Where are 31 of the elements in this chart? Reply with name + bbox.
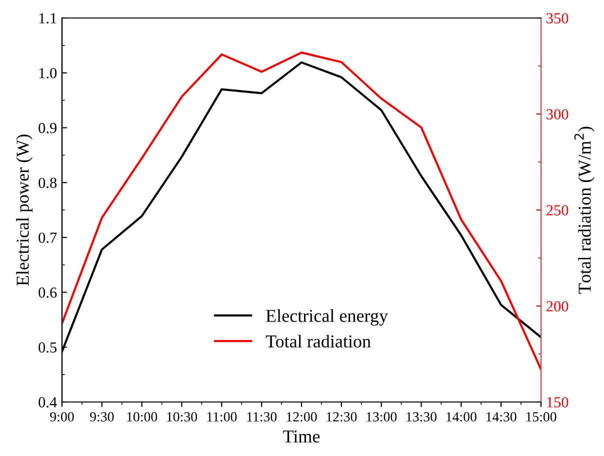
y2-tick-label: 250: [546, 205, 568, 216]
y-tick-label: 0.4: [38, 397, 57, 408]
y2-tick-label: 350: [546, 13, 568, 24]
x-tick-label: 9:30: [90, 412, 114, 422]
x-tick-label: 11:30: [247, 412, 277, 422]
y-tick-label: 0.6: [38, 287, 57, 298]
x-tick-label: 10:30: [167, 412, 198, 422]
x-tick-label: 15:00: [526, 412, 556, 422]
y-tick-label: 0.7: [38, 232, 57, 243]
x-tick-label: 13:00: [366, 412, 397, 422]
x-tick-label: 9:00: [50, 412, 74, 422]
y-tick-label: 1.0: [39, 68, 57, 78]
y2-tick-label: 300: [546, 109, 568, 120]
y2-tick-label: 200: [546, 301, 568, 312]
y-tick-label: 0.9: [38, 122, 57, 134]
x-tick-label: 14:30: [486, 412, 516, 422]
x-tick-label: 14:00: [446, 412, 476, 422]
y2-axis-title: Total radiation (W/m$^{2}$): [574, 126, 594, 294]
y-tick-label: 0.5: [38, 342, 57, 353]
x-tick-label: 12:00: [286, 412, 317, 422]
x-tick-label: 12:30: [326, 412, 357, 422]
x-tick-label: 10:00: [127, 412, 158, 422]
legend-label: Electrical energy: [266, 309, 388, 326]
y-tick-label: 1.1: [39, 13, 56, 24]
y-tick-label: 0.8: [38, 178, 57, 188]
legend-label: Total radiation: [266, 334, 371, 348]
x-tick-label: 11:00: [207, 412, 237, 422]
y2-tick-label: 150: [547, 397, 568, 408]
x-tick-label: 13:30: [406, 412, 437, 422]
y-axis-title: Electrical power (W): [16, 134, 32, 286]
x-axis-title: Time: [283, 430, 320, 443]
